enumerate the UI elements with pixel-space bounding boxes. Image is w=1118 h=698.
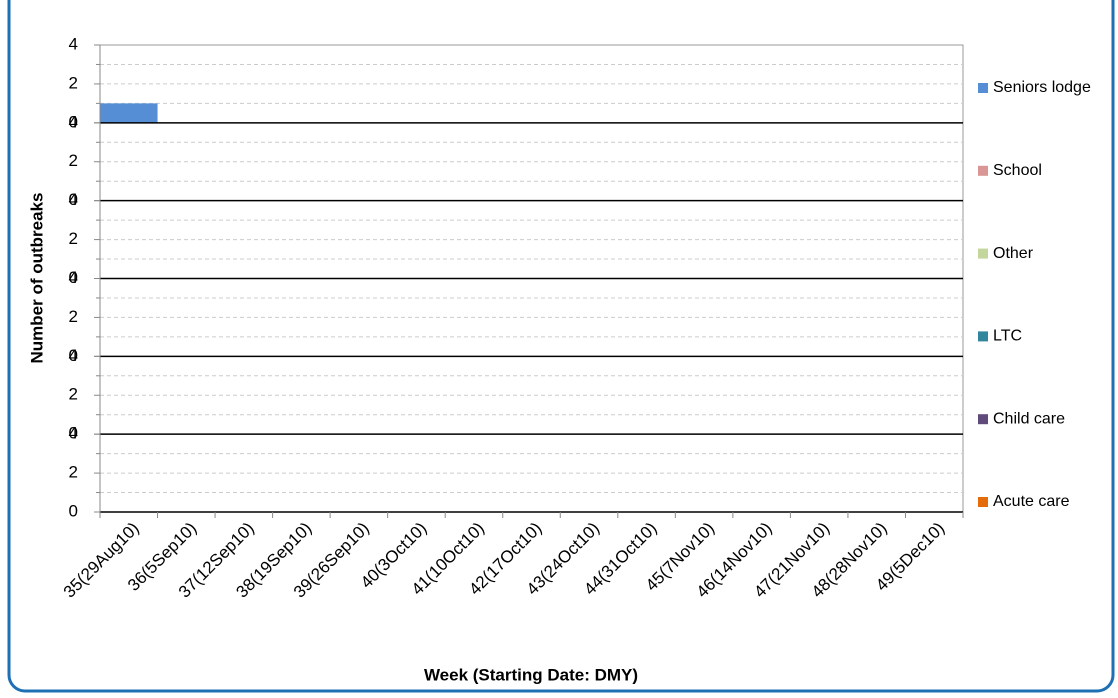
y-tick-label: 0 <box>69 190 78 209</box>
legend-swatch <box>978 165 988 176</box>
y-tick-label: 4 <box>69 34 78 53</box>
legend-swatch <box>978 497 988 507</box>
bar <box>100 103 158 123</box>
y-tick-label: 2 <box>69 151 78 170</box>
y-tick-label: 2 <box>69 385 78 404</box>
legend-swatch <box>978 83 988 93</box>
legend-label: Seniors lodge <box>993 79 1091 96</box>
legend-label: Child care <box>993 410 1065 427</box>
y-tick-label: 4 <box>69 424 78 443</box>
legend-label: LTC <box>993 328 1022 345</box>
y-tick-label: 2 <box>69 307 78 326</box>
legend-swatch <box>978 414 988 425</box>
y-tick-label: 2 <box>69 73 78 92</box>
y-tick-label: 2 <box>69 463 78 482</box>
y-tick-label: 0 <box>69 424 78 443</box>
legend-label: Acute care <box>993 493 1070 510</box>
y-tick-label: 0 <box>69 501 78 520</box>
legend-label: Other <box>993 245 1034 262</box>
y-tick-label: 4 <box>69 346 78 365</box>
legend-swatch <box>978 248 988 259</box>
x-axis-title: Week (Starting Date: DMY) <box>424 665 638 684</box>
y-tick-label: 2 <box>69 229 78 248</box>
y-axis-title: Number of outbreaks <box>27 193 46 364</box>
y-tick-label: 4 <box>69 268 78 287</box>
y-tick-label: 0 <box>69 346 78 365</box>
frame <box>7 0 1115 693</box>
y-tick-label: 0 <box>69 268 78 287</box>
legend-label: School <box>993 162 1042 179</box>
y-tick-label: 4 <box>69 190 78 209</box>
y-tick-label: 0 <box>69 112 78 131</box>
y-tick-label: 4 <box>69 112 78 131</box>
legend-swatch <box>978 331 988 342</box>
